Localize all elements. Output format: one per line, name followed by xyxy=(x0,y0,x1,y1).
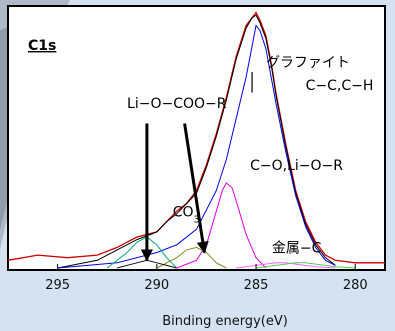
series-component-8 xyxy=(255,262,356,269)
annotation-label-4: CO3 xyxy=(173,204,200,225)
x-tick-label: 285 xyxy=(244,278,269,293)
series-component-6 xyxy=(116,259,177,269)
series-component-2 xyxy=(57,24,336,269)
series-measured-0 xyxy=(7,11,385,264)
x-tick-label: 290 xyxy=(144,278,169,293)
annotation-label-5: 金属−C xyxy=(272,241,322,257)
annotation-label-0: Li−O−COO−R xyxy=(127,96,227,112)
series-fit-envelope-1 xyxy=(57,14,336,269)
plot-area xyxy=(7,5,386,271)
x-tick-label: 280 xyxy=(343,278,368,293)
x-axis-label: Binding energy(eV) xyxy=(162,314,288,329)
annotation-label-3: C−O,Li−O−R xyxy=(250,158,343,174)
annotation-label-2: C−C,C−H xyxy=(306,78,374,94)
x-tick-label: 295 xyxy=(45,278,70,293)
panel-title: C1s xyxy=(28,38,56,54)
annotation-label-1: グラファイト xyxy=(266,55,350,71)
annotation-arrow-1 xyxy=(183,123,209,254)
series-component-5 xyxy=(156,246,227,269)
